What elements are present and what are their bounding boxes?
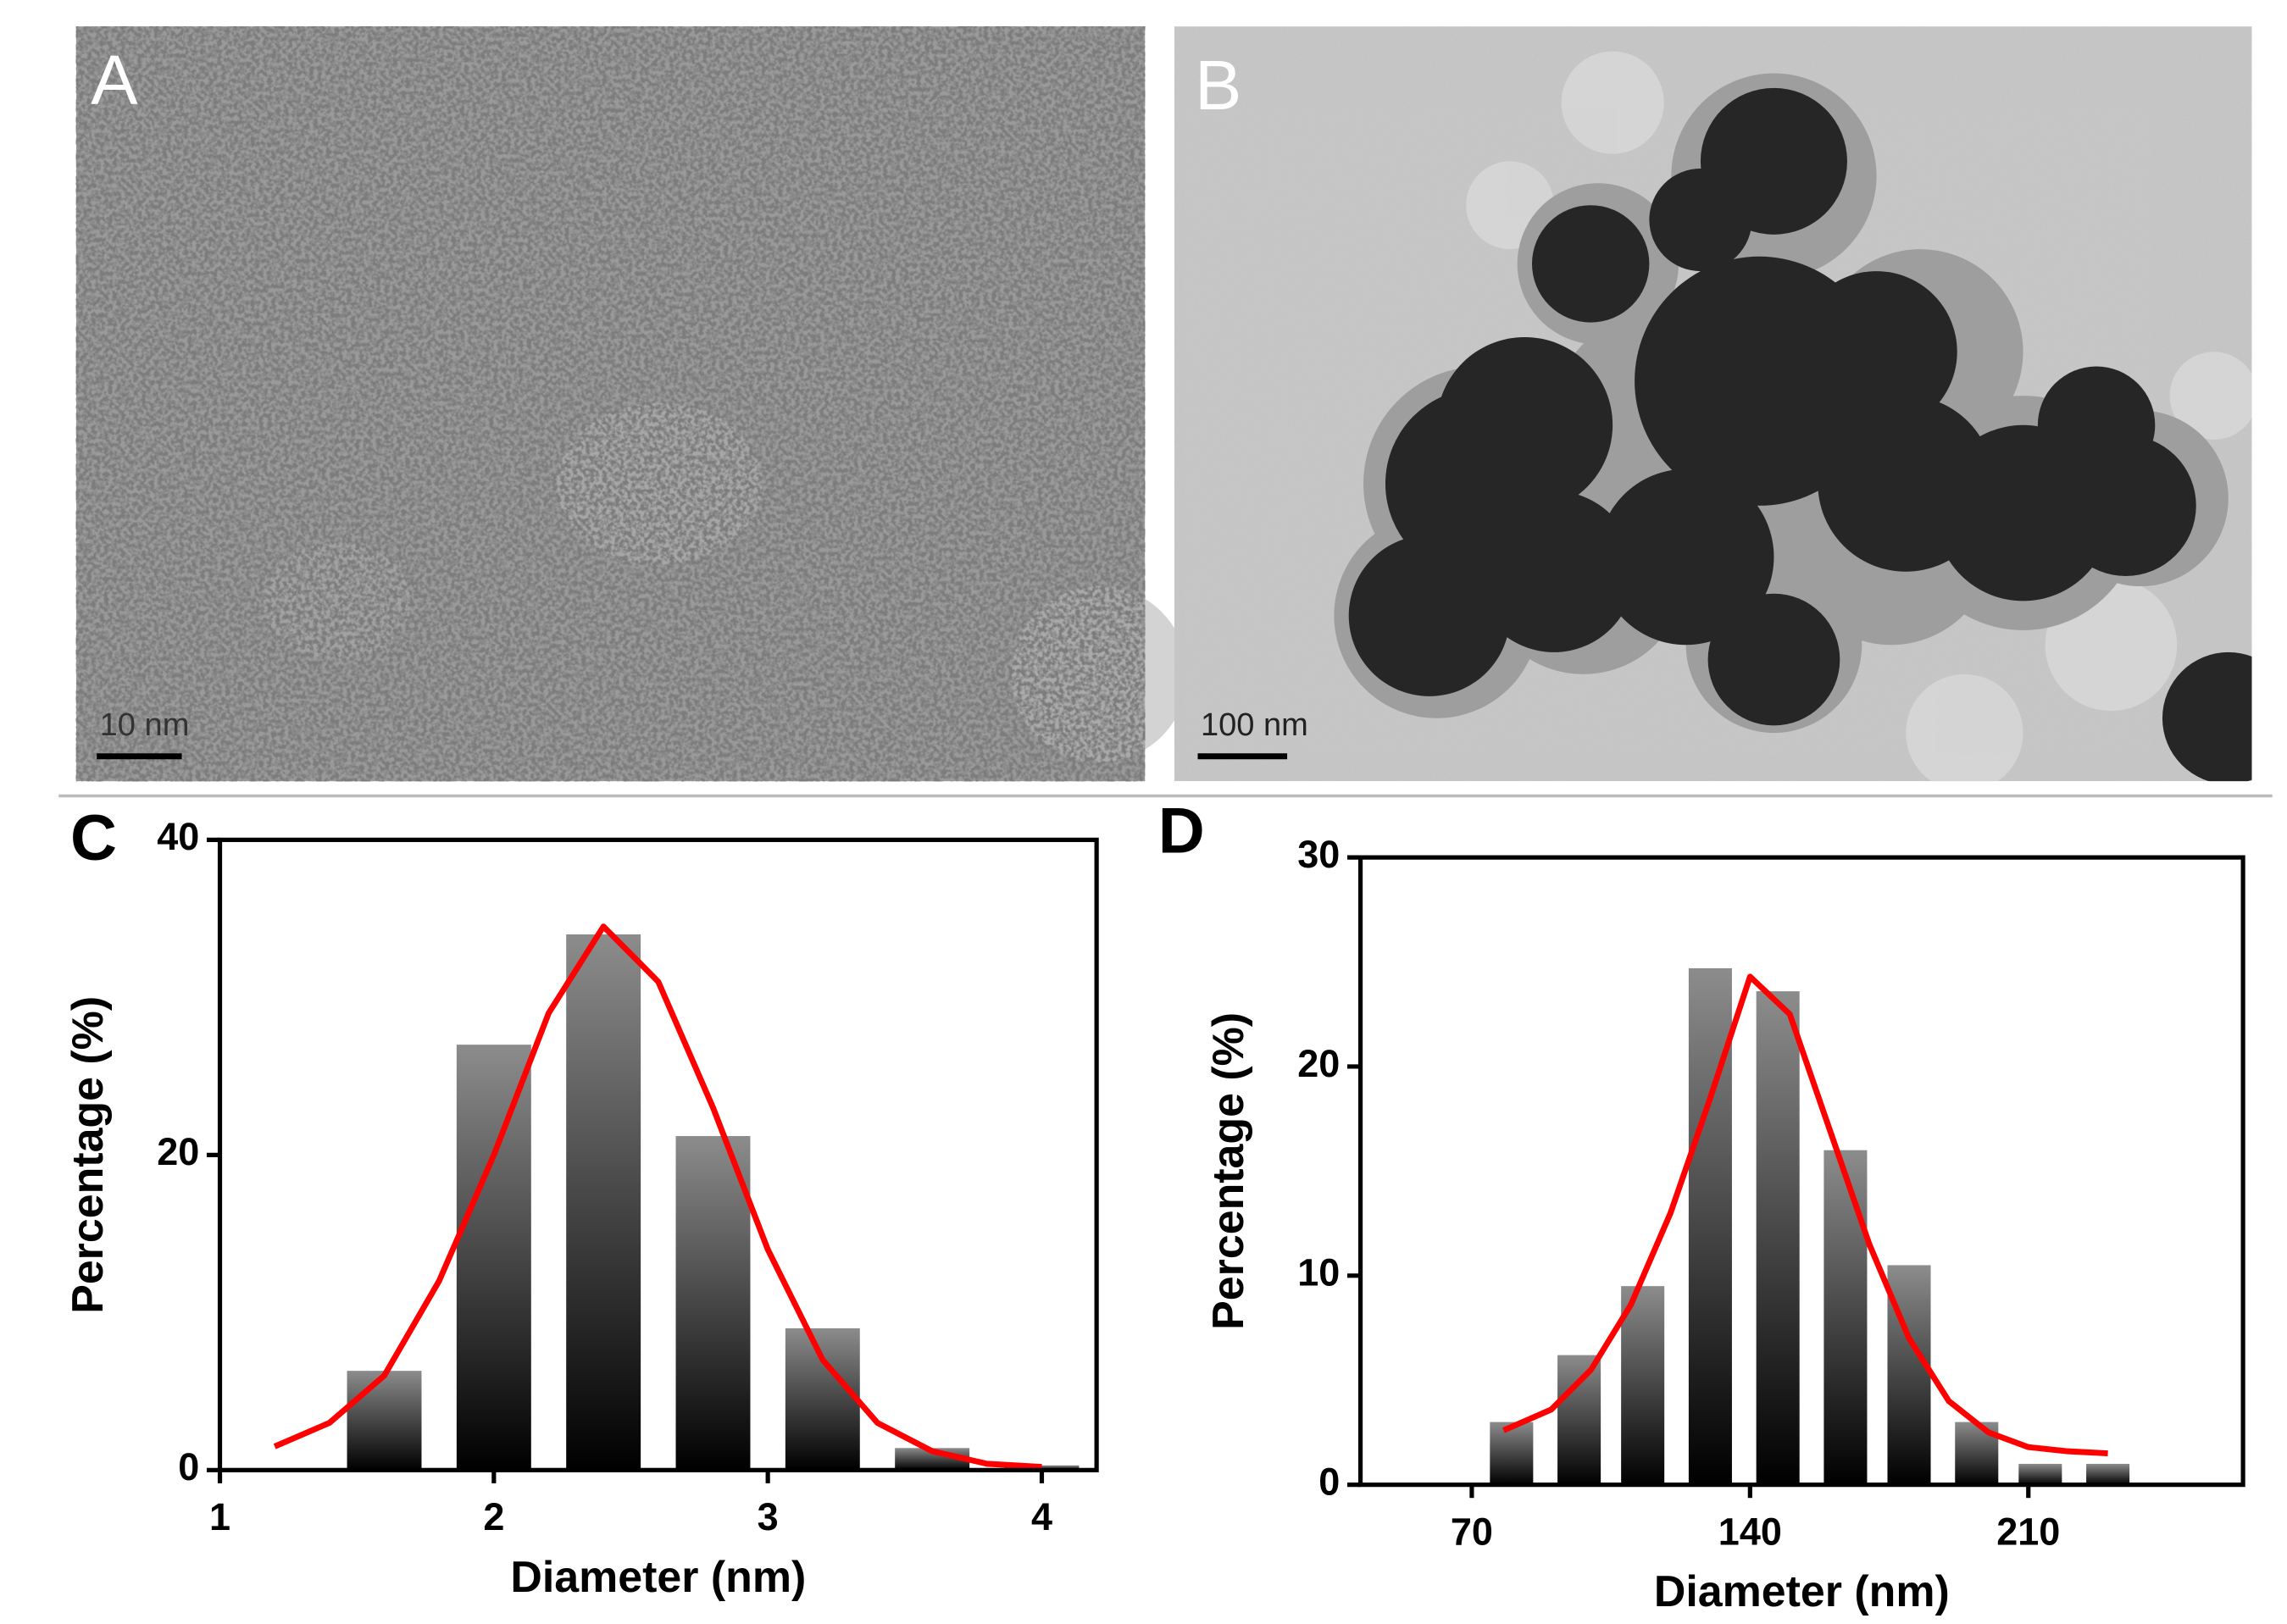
x-tick-label: 210 [1996, 1510, 2060, 1553]
chart: 0 10 20 30 70 140 210 Diameter (nm) Percentage (… [1158, 795, 2245, 1616]
y-tick-label: 0 [1318, 1460, 1340, 1504]
y-tick-label: 40 [157, 815, 199, 858]
bar [1621, 1286, 1665, 1485]
bar [1490, 1422, 1534, 1485]
bar [2086, 1463, 2130, 1485]
bar [675, 1136, 751, 1471]
y-axis-label: Percentage (%) [1203, 1012, 1252, 1330]
chart: 0 20 40 1 2 3 4 Diameter (nm) Percentage (%) C [63, 802, 1099, 1601]
tem-image-b: 100 nm B [1174, 26, 2252, 782]
y-tick-label: 20 [157, 1130, 199, 1173]
tem-image-a: 10 nm A [75, 26, 1188, 782]
x-axis-label: Diameter (nm) [510, 1552, 806, 1601]
panel-label: A [91, 40, 138, 119]
y-tick-label: 10 [1297, 1251, 1340, 1294]
scale-bar-label: 100 nm [1201, 707, 1308, 743]
bar [1004, 1465, 1080, 1471]
fit-curve [273, 923, 1042, 1471]
panel-label: C [70, 802, 117, 874]
bar [1756, 991, 1800, 1485]
y-tick-label: 0 [178, 1445, 199, 1488]
x-tick-label: 2 [483, 1495, 504, 1538]
bar [1557, 1355, 1601, 1485]
y-axis-label: Percentage (%) [63, 996, 112, 1314]
y-tick-label: 30 [1297, 833, 1340, 876]
panel-label: D [1158, 795, 1205, 867]
x-axis-label: Diameter (nm) [1654, 1566, 1950, 1616]
x-tick-label: 1 [209, 1495, 230, 1538]
y-tick-label: 20 [1297, 1042, 1340, 1085]
x-tick-label: 3 [758, 1495, 779, 1538]
bar [456, 1045, 531, 1471]
x-tick-label: 140 [1718, 1510, 1782, 1553]
x-tick-label: 70 [1451, 1510, 1493, 1553]
x-tick-label: 4 [1031, 1495, 1052, 1538]
bar [566, 934, 641, 1471]
bar [2018, 1463, 2062, 1485]
bar [347, 1371, 422, 1471]
panel-label: B [1195, 46, 1241, 125]
fit-curve [1502, 973, 2108, 1457]
scale-bar-label: 10 nm [100, 707, 190, 743]
plot-frame [1357, 855, 2245, 1488]
bar [1823, 1150, 1868, 1485]
bar [785, 1327, 860, 1471]
